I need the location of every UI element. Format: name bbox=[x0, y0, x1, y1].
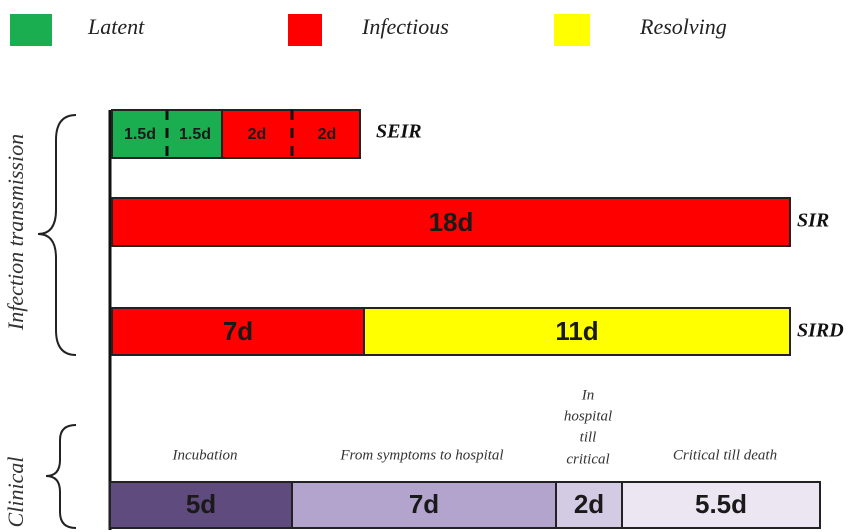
phase-label: hospital bbox=[564, 408, 612, 424]
phase-label: critical bbox=[566, 451, 609, 467]
legend-label: Resolving bbox=[639, 14, 727, 39]
phase-bar bbox=[621, 481, 821, 529]
segment-label: 11d bbox=[555, 316, 598, 346]
segment-label: 7d bbox=[223, 316, 253, 346]
legend-swatch bbox=[288, 14, 322, 46]
phase-label: From symptoms to hospital bbox=[339, 447, 503, 463]
brace bbox=[45, 424, 77, 529]
segment bbox=[111, 307, 365, 356]
phase-duration: 5d bbox=[186, 489, 216, 519]
segment-label: 18d bbox=[429, 207, 474, 237]
segment-label: 1.5d bbox=[124, 126, 156, 143]
sir-row: 18d SIR bbox=[111, 197, 829, 247]
phase-duration: 7d bbox=[409, 489, 439, 519]
brace bbox=[37, 114, 77, 356]
segment bbox=[111, 197, 791, 247]
phase-duration: 2d bbox=[574, 489, 604, 519]
side-label: Infection transmission bbox=[3, 134, 28, 331]
phase-duration: 5.5d bbox=[695, 489, 747, 519]
legend-label: Latent bbox=[87, 14, 145, 39]
row-label: SIRD bbox=[797, 320, 844, 342]
clinical-row: 5d 7d 2d 5.5d Incubation From symptoms t… bbox=[109, 387, 821, 529]
side-label: Clinical bbox=[3, 457, 28, 528]
phase-label: till bbox=[580, 429, 597, 445]
segment-label: 2d bbox=[318, 126, 337, 143]
segment-label: 1.5d bbox=[179, 126, 211, 143]
phase-label: In bbox=[581, 387, 595, 403]
segment-label: 2d bbox=[248, 126, 267, 143]
phase-bar bbox=[109, 481, 293, 529]
phase-label: Critical till death bbox=[673, 447, 777, 463]
legend-label: Infectious bbox=[361, 14, 449, 39]
row-label: SEIR bbox=[376, 121, 422, 143]
segment bbox=[363, 307, 791, 356]
sird-row: 7d 11d SIRD bbox=[111, 307, 844, 356]
seir-row: 1.5d 1.5d 2d 2d SEIR bbox=[111, 109, 422, 159]
phase-bar bbox=[555, 481, 623, 529]
row-label: SIR bbox=[797, 210, 829, 232]
legend-swatch bbox=[10, 14, 52, 46]
legend-swatch bbox=[554, 14, 590, 46]
phase-label: Incubation bbox=[172, 447, 238, 463]
